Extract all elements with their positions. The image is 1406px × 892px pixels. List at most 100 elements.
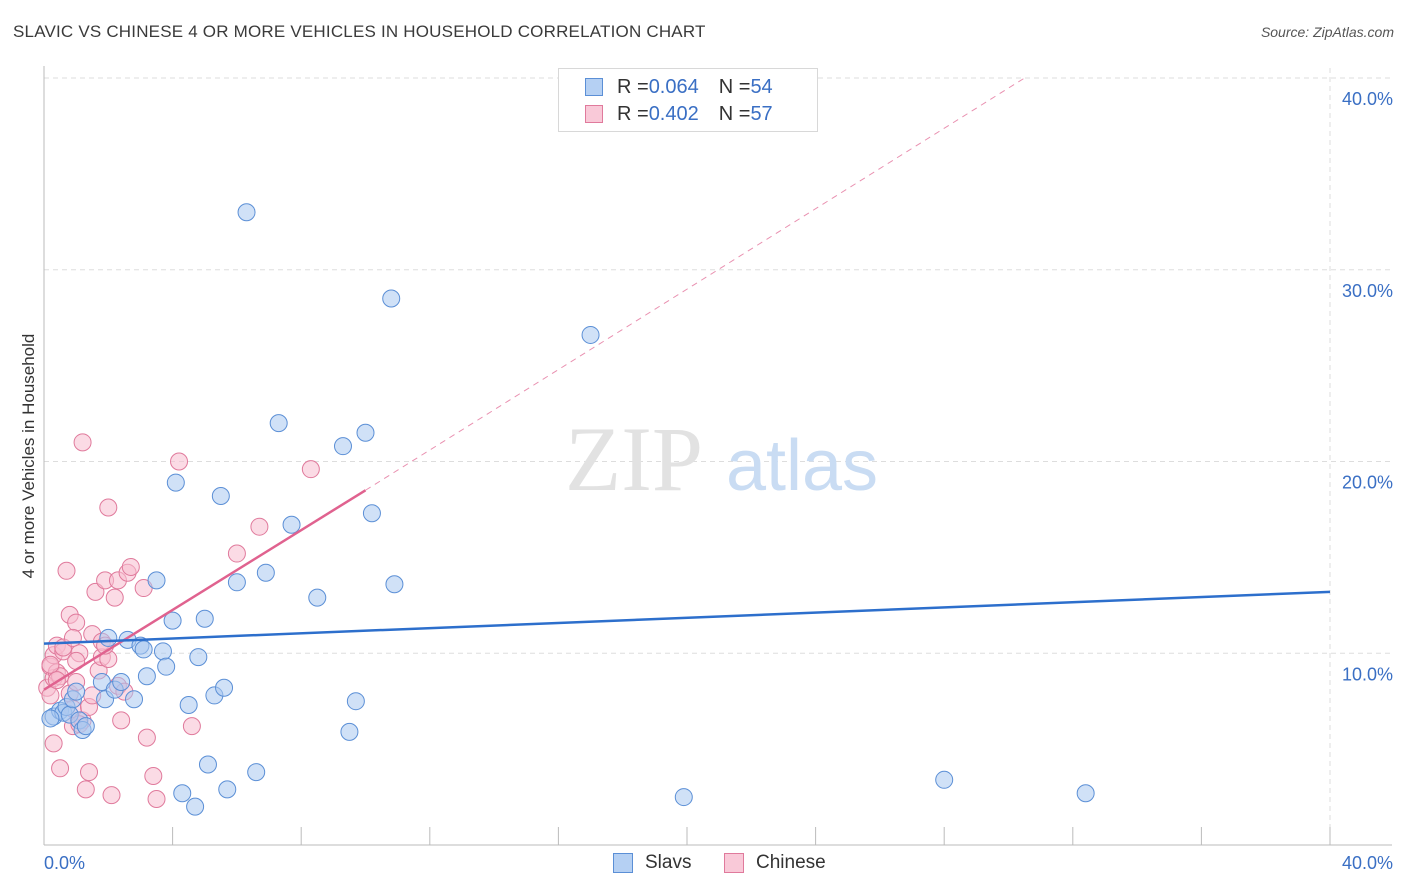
slavs-point (163, 611, 182, 630)
slavs-point (340, 722, 359, 741)
slavs-point (112, 673, 131, 692)
chinese-point (67, 613, 86, 632)
slavs-point (198, 755, 217, 774)
series-legend-chinese[interactable]: Chinese (724, 852, 826, 874)
watermark-atlas: atlas (726, 426, 878, 506)
slavs-points (41, 203, 1095, 816)
series-swatch-chinese (724, 853, 744, 873)
slavs-point (247, 763, 266, 782)
legend-n-value: 57 (750, 102, 773, 125)
series-label-slavs: Slavs (645, 852, 692, 873)
slavs-point (227, 573, 246, 592)
chinese-point (41, 655, 60, 674)
slavs-point (269, 414, 288, 433)
chinese-trend-line (43, 489, 367, 691)
chart-source: Source: ZipAtlas.com (1260, 24, 1394, 40)
slavs-point (153, 642, 172, 661)
slavs-point (195, 609, 214, 628)
slavs-point (581, 325, 600, 344)
y-tick-label: 20.0% (1342, 473, 1393, 493)
legend-r-value: 0.064 (648, 75, 699, 98)
chinese-point (121, 557, 140, 576)
chart-title: SLAVIC VS CHINESE 4 OR MORE VEHICLES IN … (13, 22, 706, 41)
x-tick-label: 0.0% (44, 853, 85, 873)
slavs-point (99, 628, 118, 647)
chinese-point (170, 452, 189, 471)
series-swatch-slavs (613, 853, 633, 873)
chinese-point (57, 561, 76, 580)
chinese-point (182, 717, 201, 736)
slavs-point (356, 423, 375, 442)
slavs-point (935, 770, 954, 789)
slavs-point (137, 667, 156, 686)
axes (43, 66, 1392, 846)
x-tick-label: 40.0% (1342, 853, 1393, 873)
chinese-point (102, 786, 121, 805)
chinese-point (250, 517, 269, 536)
series-legend-slavs[interactable]: Slavs (613, 852, 691, 874)
watermark-zip: ZIP (565, 408, 703, 510)
chinese-point (51, 759, 70, 778)
slavs-point (186, 797, 205, 816)
chinese-point (144, 766, 163, 785)
chinese-point (86, 582, 105, 601)
slavs-point (76, 717, 95, 736)
tick-labels: 10.0% 20.0% 30.0% 40.0% 0.0% 40.0% (44, 89, 1393, 873)
legend-row-chinese: R = 0.402 N = 57 (585, 102, 773, 126)
trend-lines (43, 77, 1331, 691)
legend-row-slavs: R = 0.064 N = 54 (585, 75, 773, 99)
legend-r-value: 0.402 (648, 102, 699, 125)
slavs-point (282, 515, 301, 534)
series-legend: Slavs Chinese (0, 852, 1406, 876)
slavs-point (125, 690, 144, 709)
slavs-point (308, 588, 327, 607)
chinese-trend-extension (365, 77, 1025, 491)
watermark: ZIP atlas (565, 408, 878, 510)
slavs-point (333, 437, 352, 456)
chinese-point (80, 763, 99, 782)
legend-n-value: 54 (750, 75, 773, 98)
y-tick-label: 10.0% (1342, 664, 1393, 684)
chinese-point (105, 588, 124, 607)
slavs-point (362, 504, 381, 523)
y-tick-label: 30.0% (1342, 281, 1393, 301)
slavs-point (256, 563, 275, 582)
legend-swatch-chinese (585, 105, 603, 123)
slavs-point (385, 575, 404, 594)
chinese-point (147, 789, 166, 808)
chinese-point (301, 460, 320, 479)
series-label-chinese: Chinese (756, 852, 826, 873)
legend-r-label: R = (617, 75, 649, 98)
chinese-point (137, 728, 156, 747)
slavs-point (189, 648, 208, 667)
legend-n-label: N = (718, 75, 751, 98)
slavs-point (147, 571, 166, 590)
slavs-point (1076, 784, 1095, 803)
slavs-point (41, 709, 60, 728)
grid-lines (44, 68, 1392, 845)
chinese-point (76, 780, 95, 799)
slavs-point (237, 203, 256, 222)
correlation-legend: R = 0.064 N = 54 R = 0.402 N = 57 (558, 68, 818, 132)
legend-swatch-slavs (585, 78, 603, 96)
chinese-point (112, 711, 131, 730)
slavs-point (134, 640, 153, 659)
chinese-point (44, 734, 63, 753)
chinese-point (73, 433, 92, 452)
slavs-point (382, 289, 401, 308)
slavs-point (173, 784, 192, 803)
slavs-point (215, 678, 234, 697)
chinese-point (99, 498, 118, 517)
legend-n-label: N = (718, 102, 751, 125)
slavs-point (211, 487, 230, 506)
legend-r-label: R = (617, 102, 649, 125)
slavs-trend-line (43, 590, 1331, 645)
slavs-point (67, 682, 86, 701)
y-tick-label: 40.0% (1342, 89, 1393, 109)
slavs-point (179, 696, 198, 715)
slavs-point (218, 780, 237, 799)
chinese-point (227, 544, 246, 563)
slavs-point (157, 657, 176, 676)
slavs-point (346, 692, 365, 711)
